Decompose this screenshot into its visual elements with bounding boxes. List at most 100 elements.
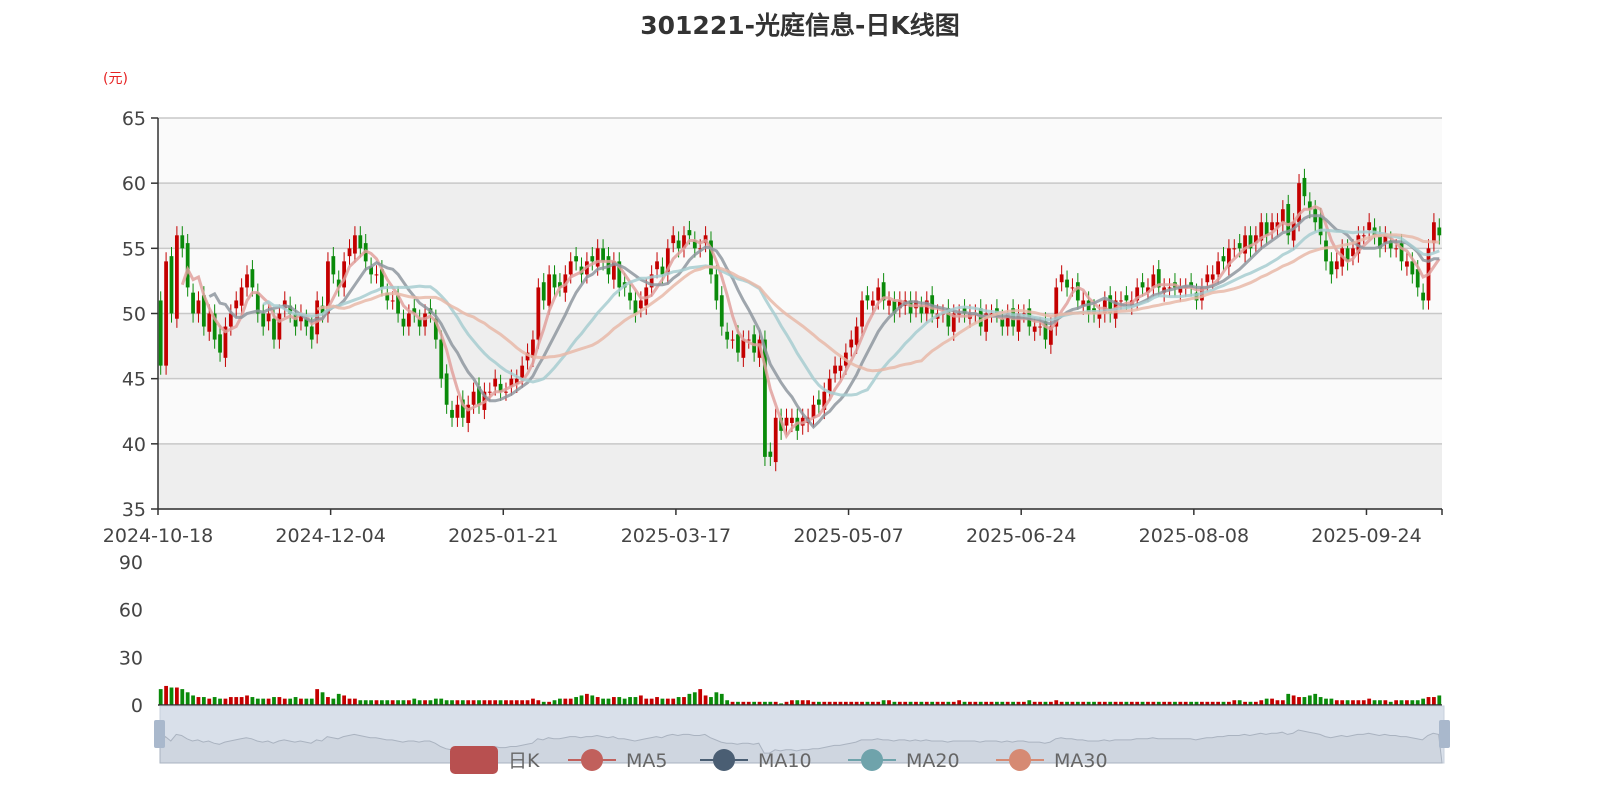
y-tick-label: 35 <box>122 499 146 521</box>
candle <box>1329 261 1334 275</box>
volume-bar <box>1334 700 1339 705</box>
candle <box>196 300 201 314</box>
volume-bar <box>498 700 503 705</box>
legend-kline-icon[interactable] <box>450 746 498 774</box>
y-tick-label: 65 <box>122 108 146 130</box>
volume-bar <box>336 693 341 705</box>
volume-bar <box>288 698 293 705</box>
candle <box>1378 235 1382 249</box>
volume-bar <box>924 701 929 705</box>
candle <box>385 292 390 301</box>
candle <box>1286 204 1291 236</box>
volume-bar <box>1151 701 1156 705</box>
volume-bar <box>1372 700 1377 705</box>
candle <box>477 386 481 405</box>
candle <box>1291 222 1296 241</box>
candle <box>611 261 616 280</box>
y-tick-label: 55 <box>122 238 146 260</box>
candle <box>1421 292 1426 301</box>
volume-bar <box>574 697 578 705</box>
candle <box>1351 248 1355 257</box>
datazoom-handle-right[interactable] <box>1439 720 1450 748</box>
volume-bar <box>309 698 314 705</box>
legend-marker-icon[interactable] <box>581 749 603 771</box>
ma30-line <box>316 233 1440 373</box>
volume-bar <box>1075 701 1080 705</box>
volume-bar <box>1216 701 1220 705</box>
volume-bar <box>552 700 557 705</box>
volume-bar <box>255 698 260 705</box>
volume-bar <box>843 701 848 705</box>
candle <box>1437 227 1442 236</box>
legend-item-label[interactable]: MA30 <box>1054 750 1108 772</box>
candle <box>390 300 395 302</box>
volume-bar <box>854 701 859 705</box>
candle <box>638 300 643 309</box>
candle <box>725 331 730 340</box>
legend-item-label[interactable]: MA20 <box>906 750 960 772</box>
volume-bar <box>671 698 676 705</box>
volume-bar <box>644 698 649 705</box>
candle <box>266 313 271 322</box>
datazoom-handle-left[interactable] <box>154 720 165 748</box>
volume-bar <box>169 687 174 705</box>
volume-bar <box>1032 701 1037 705</box>
candle <box>1065 279 1069 288</box>
legend-marker-icon[interactable] <box>1009 749 1031 771</box>
legend-item-label[interactable]: 日K <box>508 750 540 772</box>
candle <box>514 378 519 384</box>
candle <box>687 230 692 236</box>
candle <box>633 300 638 314</box>
legend-item-label[interactable]: MA5 <box>626 750 667 772</box>
candle <box>1264 222 1269 236</box>
volume-bar <box>1237 700 1242 705</box>
volume-bar <box>1173 701 1177 705</box>
volume-bar <box>1253 701 1258 705</box>
volume-bar <box>1399 700 1404 705</box>
candle <box>854 326 859 345</box>
legend-marker-icon[interactable] <box>861 749 883 771</box>
volume-bar <box>897 701 902 705</box>
candle <box>773 417 778 463</box>
volume-bar <box>849 701 854 705</box>
volume-bar <box>493 700 498 705</box>
candle <box>1243 235 1247 254</box>
volume-bar <box>865 701 870 705</box>
volume-bar <box>860 701 864 705</box>
candle <box>180 235 185 249</box>
volume-bar <box>908 701 913 705</box>
volume-bar <box>1221 701 1226 705</box>
candle <box>957 313 962 315</box>
volume-bar <box>1043 701 1048 705</box>
candle <box>1081 300 1086 306</box>
volume-bar <box>460 700 465 705</box>
volume-bar <box>1415 700 1420 705</box>
candle <box>1070 287 1075 289</box>
legend-item-label[interactable]: MA10 <box>758 750 812 772</box>
y-tick-label: 50 <box>122 304 146 326</box>
candle <box>1119 300 1123 302</box>
legend-marker-icon[interactable] <box>713 749 735 771</box>
volume-bar <box>1313 693 1318 705</box>
candle <box>380 269 384 288</box>
candle <box>1005 313 1010 327</box>
candle <box>1086 300 1091 314</box>
volume-bar <box>795 700 800 705</box>
volume-bar <box>957 700 962 705</box>
volume-bar <box>520 700 525 705</box>
candle <box>272 318 276 340</box>
volume-bar <box>1275 700 1280 705</box>
volume-bar <box>1297 697 1301 705</box>
y-axis-unit: (元) <box>103 71 128 87</box>
volume-bar <box>1005 701 1010 705</box>
volume-bar <box>201 697 206 705</box>
volume-bar <box>1302 697 1307 705</box>
volume-bar <box>1291 695 1296 705</box>
volume-bar <box>568 698 573 705</box>
volume-bar <box>1345 700 1350 705</box>
volume-bar <box>218 698 222 705</box>
volume-bar <box>595 697 600 705</box>
candle <box>1280 209 1285 223</box>
volume-bar <box>1108 701 1113 705</box>
candle <box>719 295 724 327</box>
